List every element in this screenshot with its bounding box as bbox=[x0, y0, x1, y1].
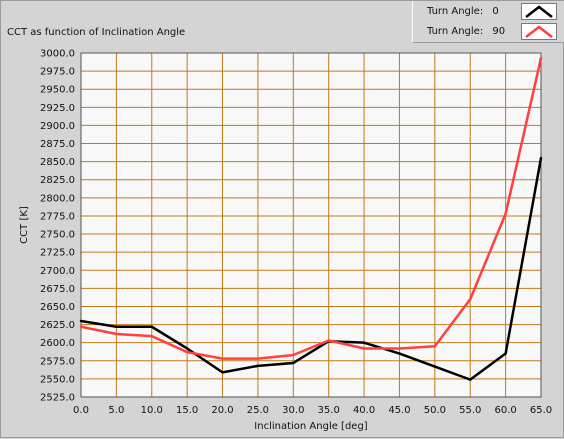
series-0-point-3 bbox=[185, 347, 189, 350]
x-tick-label-0: 0.0 bbox=[73, 405, 89, 416]
series-1-point-5 bbox=[256, 357, 260, 360]
legend-line-1 bbox=[525, 25, 553, 38]
legend-value-1: 90 bbox=[492, 26, 506, 37]
series-0-point-12 bbox=[504, 352, 507, 355]
series-1-point-10 bbox=[433, 345, 437, 348]
y-tick-label-2: 2575.0 bbox=[40, 356, 75, 367]
series-1-point-6 bbox=[292, 353, 295, 357]
x-tick-label-7: 35.0 bbox=[318, 405, 340, 416]
y-tick-label-11: 2800.0 bbox=[40, 193, 75, 204]
y-tick-label-8: 2725.0 bbox=[40, 248, 75, 259]
x-tick-label-4: 20.0 bbox=[211, 405, 233, 416]
series-1-point-11 bbox=[469, 298, 472, 301]
y-tick-label-1: 2550.0 bbox=[40, 374, 75, 385]
y-tick-label-10: 2775.0 bbox=[40, 211, 75, 222]
legend-swatch-1[interactable] bbox=[521, 23, 557, 40]
series-1-point-7 bbox=[327, 339, 330, 342]
series-0-point-13 bbox=[539, 156, 543, 160]
series-line-0 bbox=[80, 157, 543, 381]
y-tick-label-6: 2675.0 bbox=[40, 284, 75, 295]
legend-line-1-icon bbox=[525, 25, 553, 38]
y-tick-label-7: 2700.0 bbox=[40, 266, 75, 277]
x-tick-label-10: 50.0 bbox=[424, 405, 446, 416]
y-tick-label-0: 2525.0 bbox=[40, 393, 75, 404]
series-0-point-1 bbox=[115, 325, 118, 328]
y-tick-label-16: 2925.0 bbox=[40, 103, 75, 114]
x-axis-label: Inclination Angle [deg] bbox=[254, 421, 368, 432]
y-tick-label-19: 3000.0 bbox=[40, 49, 75, 60]
series-1-point-1 bbox=[115, 332, 118, 336]
series-0-point-11 bbox=[469, 378, 472, 381]
series-1-point-8 bbox=[362, 347, 366, 350]
x-tick-label-6: 30.0 bbox=[282, 405, 304, 416]
series-1-point-13 bbox=[539, 56, 543, 60]
legend-item-0: Turn Angle: 0 bbox=[413, 2, 563, 22]
legend-label-0: Turn Angle: 0 bbox=[427, 6, 499, 17]
series-1-point-4 bbox=[221, 357, 224, 360]
plot-area bbox=[81, 53, 541, 397]
legend-value-0: 0 bbox=[492, 6, 499, 17]
legend: Turn Angle: 0 Turn Angle: 90 bbox=[412, 1, 564, 43]
x-tick-label-13: 65.0 bbox=[530, 405, 552, 416]
legend-line-0-icon bbox=[525, 5, 553, 18]
series-0-point-5 bbox=[256, 364, 260, 368]
series-0-point-2 bbox=[150, 325, 153, 328]
legend-line-0 bbox=[525, 5, 553, 18]
series-1-point-0 bbox=[79, 325, 83, 328]
y-tick-label-5: 2650.0 bbox=[40, 302, 75, 313]
x-tick-label-11: 55.0 bbox=[459, 405, 481, 416]
y-tick-label-18: 2975.0 bbox=[40, 67, 75, 78]
y-tick-label-9: 2750.0 bbox=[40, 230, 75, 241]
x-tick-label-12: 60.0 bbox=[494, 405, 516, 416]
y-tick-label-17: 2950.0 bbox=[40, 85, 75, 96]
series-0-point-4 bbox=[221, 371, 224, 374]
x-tick-label-2: 10.0 bbox=[141, 405, 163, 416]
chart-title: CCT as function of Inclination Angle bbox=[7, 27, 186, 38]
series-1-point-9 bbox=[398, 347, 401, 350]
series-line-1 bbox=[80, 57, 543, 360]
y-axis-label: CCT [K] bbox=[19, 206, 30, 244]
series-0-point-9 bbox=[398, 352, 401, 355]
y-tick-label-15: 2900.0 bbox=[40, 121, 75, 132]
y-tick-label-4: 2625.0 bbox=[40, 320, 75, 331]
y-tick-label-3: 2600.0 bbox=[40, 338, 75, 349]
x-tick-label-3: 15.0 bbox=[176, 405, 198, 416]
x-tick-label-9: 45.0 bbox=[388, 405, 410, 416]
series-0-point-0 bbox=[79, 319, 83, 323]
series-0-point-6 bbox=[292, 361, 295, 365]
series-0-point-8 bbox=[362, 341, 366, 344]
legend-swatch-0[interactable] bbox=[521, 3, 557, 20]
y-tick-label-13: 2850.0 bbox=[40, 157, 75, 168]
y-tick-label-12: 2825.0 bbox=[40, 175, 75, 186]
x-tick-label-5: 25.0 bbox=[247, 405, 269, 416]
series-1-point-3 bbox=[185, 350, 189, 354]
series-1-point-2 bbox=[150, 334, 153, 338]
legend-item-1: Turn Angle: 90 bbox=[413, 22, 563, 42]
y-tick-label-14: 2875.0 bbox=[40, 139, 75, 150]
x-tick-label-8: 40.0 bbox=[353, 405, 375, 416]
legend-text-1: Turn Angle: bbox=[427, 26, 484, 37]
plot-frame bbox=[80, 52, 542, 398]
series-1-point-12 bbox=[504, 212, 507, 215]
series-0-point-10 bbox=[433, 365, 437, 368]
x-tick-label-1: 5.0 bbox=[108, 405, 124, 416]
legend-label-1: Turn Angle: 90 bbox=[427, 26, 505, 37]
legend-text-0: Turn Angle: bbox=[427, 6, 484, 17]
